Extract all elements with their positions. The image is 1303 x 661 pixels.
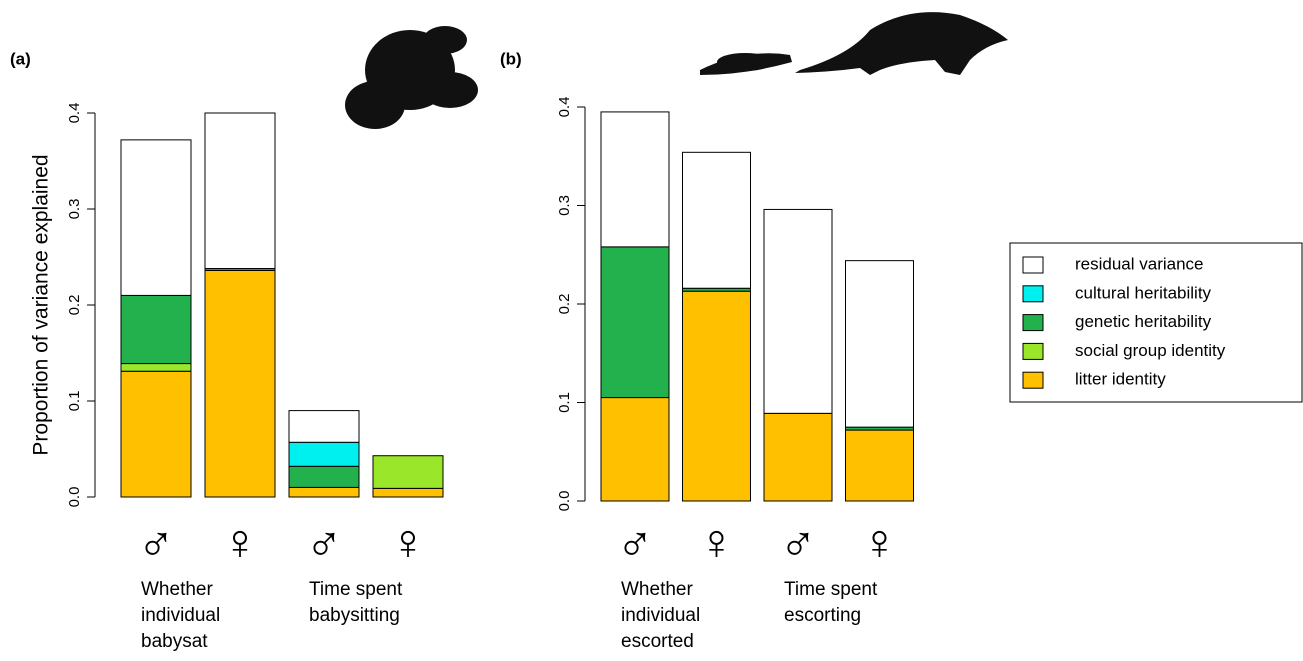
y-tick-label: 0.1 bbox=[66, 391, 83, 412]
legend-label: cultural heritability bbox=[1075, 283, 1212, 302]
y-tick-label: 0.4 bbox=[556, 97, 573, 118]
x-tick-label: ♂ bbox=[137, 514, 175, 570]
bar-segment bbox=[763, 412, 833, 502]
y-tick-label: 0.3 bbox=[66, 199, 83, 220]
y-tick-label: 0.0 bbox=[66, 487, 83, 508]
y-tick-label: 0.2 bbox=[66, 295, 83, 316]
x-tick-label: ♀ bbox=[221, 514, 259, 570]
group-label: Time spent escorting bbox=[784, 579, 878, 626]
legend-box bbox=[1009, 242, 1303, 403]
bar-segment bbox=[845, 429, 914, 502]
bar-segment bbox=[372, 455, 444, 489]
bar-segment bbox=[120, 139, 192, 296]
group-label: Whether individual escorted bbox=[621, 579, 701, 652]
bar-segment bbox=[372, 487, 444, 498]
x-tick-label: ♀ bbox=[389, 514, 427, 570]
bar-segment bbox=[120, 370, 192, 498]
bar-segment bbox=[682, 151, 751, 289]
y-tick-label: 0.4 bbox=[66, 103, 83, 124]
y-tick-label: 0.1 bbox=[556, 392, 573, 413]
bar-segment bbox=[204, 112, 276, 270]
legend-swatch bbox=[1022, 314, 1044, 332]
group-label: Whether individual babysat bbox=[141, 579, 221, 652]
legend-swatch bbox=[1022, 342, 1044, 360]
y-tick-label: 0.3 bbox=[556, 195, 573, 216]
bar-segment bbox=[682, 290, 751, 502]
legend-swatch bbox=[1022, 256, 1044, 274]
x-tick-label: ♀ bbox=[861, 514, 899, 570]
panel-label: (b) bbox=[500, 49, 522, 68]
legend-swatch bbox=[1022, 371, 1044, 389]
y-axis-label: Proportion of variance explained bbox=[30, 154, 53, 455]
bar-segment bbox=[204, 269, 276, 498]
bar-segment bbox=[120, 294, 192, 365]
bar-segment bbox=[288, 486, 360, 498]
x-tick-label: ♂ bbox=[616, 514, 654, 570]
legend-label: residual variance bbox=[1075, 254, 1204, 273]
bar-segment bbox=[288, 410, 360, 443]
y-tick-label: 0.0 bbox=[556, 491, 573, 512]
bar-segment bbox=[120, 363, 192, 372]
x-tick-label: ♀ bbox=[698, 514, 736, 570]
legend-swatch bbox=[1022, 285, 1044, 303]
x-tick-label: ♂ bbox=[779, 514, 817, 570]
bar-segment bbox=[288, 465, 360, 488]
bar-segment bbox=[600, 397, 670, 502]
bar-segment bbox=[763, 208, 833, 414]
bar-segment bbox=[600, 246, 670, 399]
x-tick-label: ♂ bbox=[305, 514, 343, 570]
panel-label: (a) bbox=[10, 49, 31, 68]
y-tick-label: 0.2 bbox=[556, 294, 573, 315]
group-label: Time spent babysitting bbox=[309, 579, 403, 626]
bar-segment bbox=[288, 441, 360, 467]
legend-label: social group identity bbox=[1075, 341, 1226, 360]
legend-label: litter identity bbox=[1075, 370, 1166, 389]
bar-segment bbox=[600, 111, 670, 248]
bar-segment bbox=[845, 260, 914, 428]
mongoose-silhouettes bbox=[345, 12, 1008, 129]
legend-label: genetic heritability bbox=[1075, 312, 1212, 331]
